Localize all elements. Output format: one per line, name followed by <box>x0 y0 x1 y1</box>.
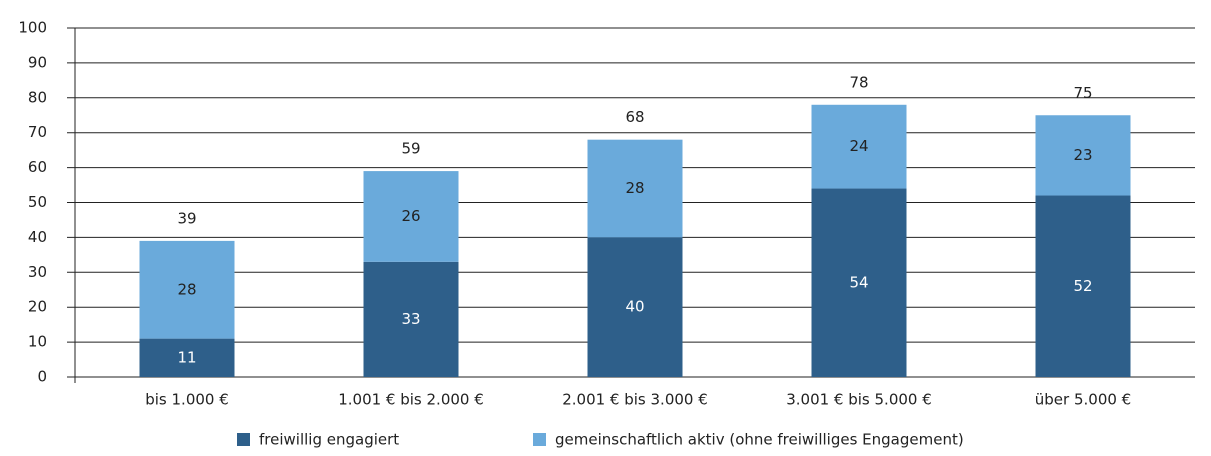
bar-segment <box>587 139 683 238</box>
value-label: 28 <box>177 280 196 298</box>
bar-segment <box>811 188 907 377</box>
bar-segment <box>811 104 907 189</box>
x-tick-label: bis 1.000 € <box>145 391 229 409</box>
y-tick-label: 0 <box>37 368 47 386</box>
y-tick-label: 30 <box>28 263 47 281</box>
total-label: 39 <box>177 209 196 227</box>
value-label: 33 <box>401 310 420 328</box>
total-label: 68 <box>625 108 644 126</box>
value-label: 54 <box>849 273 868 291</box>
bar-segment <box>363 171 459 262</box>
x-tick-label: 3.001 € bis 5.000 € <box>786 391 932 409</box>
legend-label: freiwillig engagiert <box>259 431 399 449</box>
bar-segment <box>139 338 235 377</box>
bar-segment <box>587 237 683 377</box>
y-tick-label: 80 <box>28 88 47 106</box>
total-label: 75 <box>1073 84 1092 102</box>
value-label: 28 <box>625 179 644 197</box>
value-label: 11 <box>177 348 196 366</box>
value-label: 24 <box>849 137 868 155</box>
value-label: 23 <box>1073 146 1092 164</box>
y-tick-label: 70 <box>28 123 47 141</box>
legend-swatch <box>237 433 250 446</box>
bar-segment <box>1035 195 1131 377</box>
x-tick-label: über 5.000 € <box>1035 391 1131 409</box>
y-tick-label: 50 <box>28 193 47 211</box>
bar-segment <box>139 240 235 339</box>
x-tick-label: 1.001 € bis 2.000 € <box>338 391 484 409</box>
y-tick-label: 60 <box>28 158 47 176</box>
y-tick-label: 40 <box>28 228 47 246</box>
bar-segment <box>363 261 459 377</box>
y-tick-label: 90 <box>28 53 47 71</box>
value-label: 40 <box>625 298 644 316</box>
bar-segment <box>1035 115 1131 196</box>
y-tick-label: 100 <box>18 19 47 37</box>
x-tick-label: 2.001 € bis 3.000 € <box>562 391 708 409</box>
value-label: 26 <box>401 207 420 225</box>
y-tick-label: 10 <box>28 333 47 351</box>
total-label: 78 <box>849 73 868 91</box>
y-tick-label: 20 <box>28 298 47 316</box>
total-label: 59 <box>401 140 420 158</box>
legend-label: gemeinschaftlich aktiv (ohne freiwillige… <box>555 431 964 449</box>
legend-swatch <box>533 433 546 446</box>
value-label: 52 <box>1073 277 1092 295</box>
